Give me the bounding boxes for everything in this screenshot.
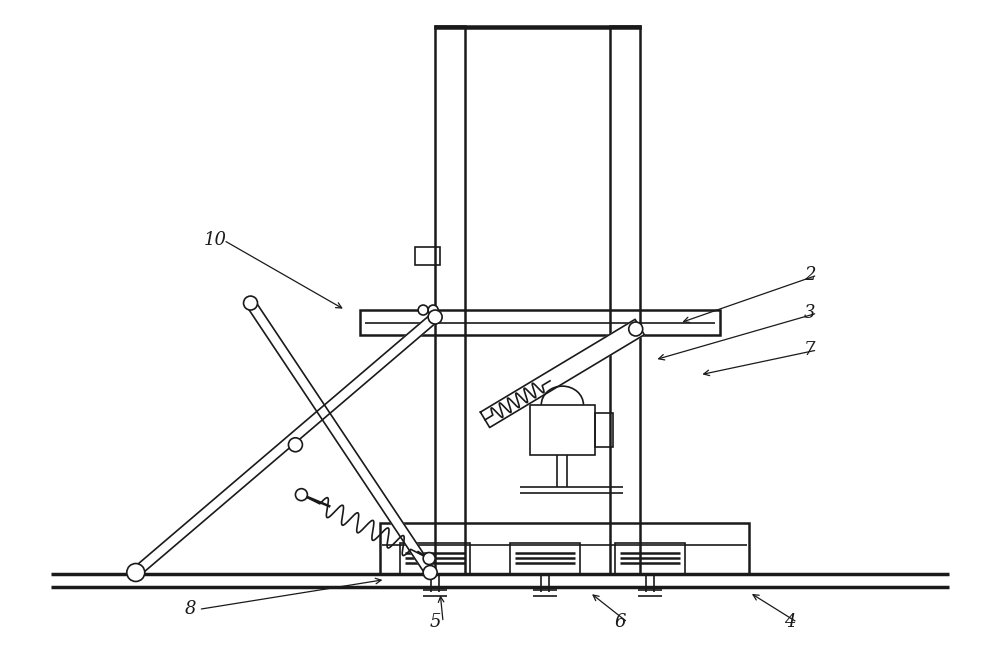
- Text: 6: 6: [614, 613, 625, 631]
- Circle shape: [629, 322, 643, 336]
- Bar: [415, 247, 440, 265]
- Circle shape: [127, 563, 145, 581]
- Bar: [380, 523, 749, 575]
- Text: 8: 8: [185, 600, 196, 618]
- Text: 4: 4: [784, 613, 795, 631]
- Bar: [595, 413, 613, 447]
- Circle shape: [423, 553, 435, 565]
- Circle shape: [418, 305, 428, 315]
- Polygon shape: [246, 301, 434, 575]
- Text: 7: 7: [804, 341, 815, 359]
- Text: 10: 10: [204, 231, 227, 249]
- Text: 2: 2: [804, 266, 815, 284]
- Bar: [530, 405, 595, 455]
- Bar: [615, 543, 685, 575]
- Circle shape: [295, 489, 307, 501]
- Polygon shape: [480, 319, 644, 428]
- Circle shape: [423, 565, 437, 579]
- Bar: [435, 26, 640, 28]
- Circle shape: [288, 438, 302, 452]
- Bar: [510, 543, 580, 575]
- Circle shape: [428, 305, 438, 315]
- Circle shape: [428, 310, 442, 324]
- Text: 5: 5: [429, 613, 441, 631]
- Circle shape: [244, 296, 258, 310]
- Bar: [610, 26, 640, 575]
- Bar: [400, 543, 470, 575]
- Bar: [435, 26, 465, 575]
- Polygon shape: [133, 313, 438, 577]
- Bar: [360, 310, 720, 335]
- Text: 3: 3: [804, 304, 815, 322]
